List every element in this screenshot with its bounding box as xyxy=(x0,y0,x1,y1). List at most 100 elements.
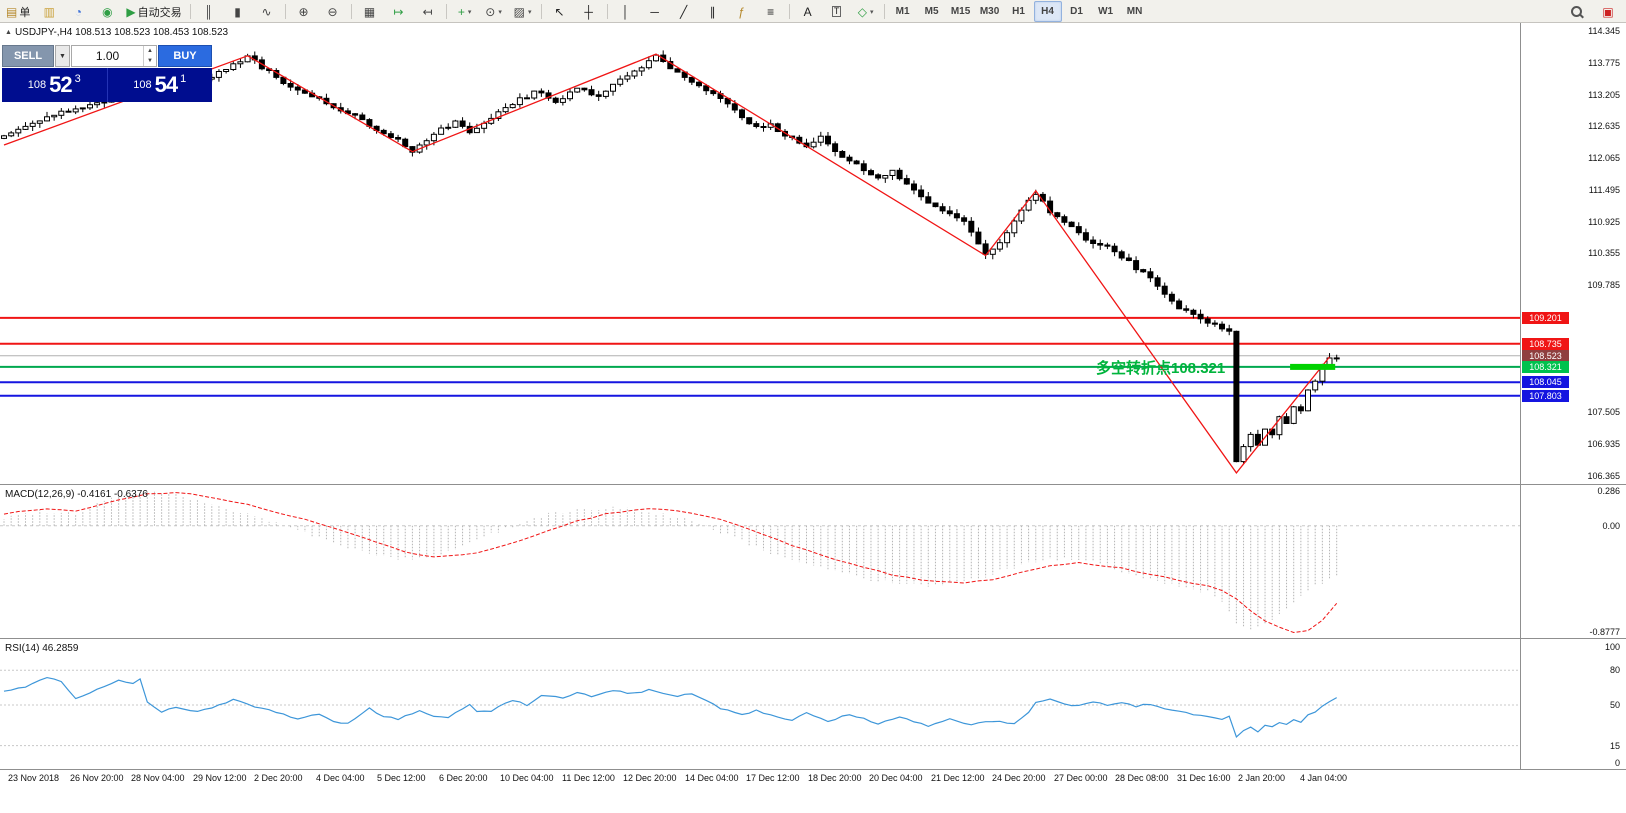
volume-dropdown-button[interactable]: ▼ xyxy=(55,45,70,67)
buy-button[interactable]: BUY xyxy=(158,45,212,67)
toolbar-separator xyxy=(606,4,608,19)
templates-icon: ▨ xyxy=(513,4,525,19)
shapes-button[interactable]: ◇ ▾ xyxy=(852,1,880,22)
fibonacci-button[interactable]: ƒ xyxy=(728,1,756,22)
fibonacci-icon: ƒ xyxy=(738,4,745,19)
toolbar-separator xyxy=(284,4,286,19)
chevron-down-icon[interactable]: ▾ xyxy=(869,8,874,16)
autotrading-button-label: 自动交易 xyxy=(137,6,182,19)
collapse-arrow-icon[interactable]: ▲ xyxy=(5,29,12,36)
andrews-pitchfork-button[interactable]: ≡ xyxy=(757,1,785,22)
time-axis-label: 12 Dec 20:00 xyxy=(623,773,677,783)
rsi-chart[interactable] xyxy=(0,639,1520,769)
toolbar-left-group: ▤ 单 ▥ ◔ ◉ ▶ 自动交易 ║ ▮ ∿ ⊕ ⊖ ▦ ↦ ↤ + ▾ ⊙ ▾ ▨ ▾ ↖ ┼ │ ─ ╱ ∥ ƒ ≡ A T ◇ ▾ M1 M5… xyxy=(2,1,1149,22)
bid-pips: 52 xyxy=(49,72,73,97)
indicators-button[interactable]: + ▾ xyxy=(451,1,479,22)
time-axis-label: 18 Dec 20:00 xyxy=(808,773,862,783)
crosshair-button[interactable]: ┼ xyxy=(575,1,603,22)
timeframe-w1-button[interactable]: W1 xyxy=(1098,6,1114,17)
volume-value[interactable]: 1.00 xyxy=(95,49,120,63)
timeframe-m15-button[interactable]: M15 xyxy=(950,6,971,17)
bar-chart-button[interactable]: ║ xyxy=(195,1,223,22)
vertical-line-icon: │ xyxy=(621,4,630,19)
price-tick-label: 112.065 xyxy=(1588,153,1620,163)
price-tick-label: 106.365 xyxy=(1587,471,1620,481)
volume-stepper[interactable]: ▲ ▼ xyxy=(143,46,156,66)
ask-price[interactable]: 108 54 1 xyxy=(108,68,213,102)
info-button[interactable]: ◉ xyxy=(93,1,121,22)
time-axis-label: 24 Dec 20:00 xyxy=(992,773,1046,783)
rsi-panel: RSI(14) 46.2859 100 80 50 15 0 xyxy=(0,638,1626,769)
horizontal-level-lines[interactable] xyxy=(0,316,1520,397)
rsi-line xyxy=(3,676,1337,738)
cursor-icon: ↖ xyxy=(554,4,565,19)
horizontal-line-button[interactable]: ─ xyxy=(641,1,669,22)
time-axis-label: 28 Dec 08:00 xyxy=(1115,773,1169,783)
info-icon: ◉ xyxy=(102,4,113,19)
candlestick-chart-button[interactable]: ▮ xyxy=(224,1,252,22)
price-chart[interactable] xyxy=(0,23,1520,484)
zoom-in-button[interactable]: ⊕ xyxy=(290,1,318,22)
volume-up-icon[interactable]: ▲ xyxy=(147,48,153,54)
new-order-button-label: 单 xyxy=(19,6,31,19)
timeframe-h4-button[interactable]: H4 xyxy=(1033,1,1062,22)
profiles-button[interactable]: ▥ xyxy=(35,1,63,22)
trendline-button[interactable]: ╱ xyxy=(670,1,698,22)
price-tick-label: 111.495 xyxy=(1588,185,1620,195)
zigzag-line[interactable] xyxy=(3,53,1331,474)
rsi-tick-label: 15 xyxy=(1609,741,1620,751)
highlighted-level-segment[interactable] xyxy=(1290,363,1336,370)
autotrading-button[interactable]: ▶ 自动交易 xyxy=(122,1,185,22)
new-window-icon[interactable]: ▣ xyxy=(1594,1,1622,22)
andrews-pitchfork-icon: ≡ xyxy=(767,4,775,19)
vertical-line-button[interactable]: │ xyxy=(612,1,640,22)
shapes-icon: ◇ xyxy=(857,4,867,19)
price-tag-108.045: 108.045 xyxy=(1522,376,1569,388)
text-label-icon: T xyxy=(831,6,842,17)
price-chart-panel: ▲ USDJPY-,H4 108.513 108.523 108.453 108… xyxy=(0,23,1626,484)
price-tag-108.321: 108.321 xyxy=(1522,361,1569,373)
macd-tick-label: 0.286 xyxy=(1597,486,1620,496)
periods-button[interactable]: ⊙ ▾ xyxy=(480,1,508,22)
new-order-button[interactable]: ▤ 单 xyxy=(2,1,34,22)
line-chart-button[interactable]: ∿ xyxy=(253,1,281,22)
cursor-button[interactable]: ↖ xyxy=(546,1,574,22)
new-window-icon-glyph: ▣ xyxy=(1602,4,1614,19)
volume-input[interactable]: 1.00 ▲ ▼ xyxy=(71,45,157,67)
templates-button[interactable]: ▨ ▾ xyxy=(509,1,537,22)
price-tick-label: 107.505 xyxy=(1587,407,1620,417)
chevron-down-icon[interactable]: ▾ xyxy=(467,8,472,16)
tile-windows-icon: ▦ xyxy=(363,4,376,19)
bid-point: 3 xyxy=(74,73,81,85)
chart-shift-button[interactable]: ↤ xyxy=(414,1,442,22)
macd-chart[interactable] xyxy=(0,485,1520,638)
price-tag-108.735: 108.735 xyxy=(1522,338,1569,350)
ask-pips: 54 xyxy=(154,72,179,97)
sell-button[interactable]: SELL xyxy=(2,45,54,67)
zoom-out-button[interactable]: ⊖ xyxy=(319,1,347,22)
timeframe-h1-button[interactable]: H1 xyxy=(1012,6,1025,17)
horizontal-line-icon: ─ xyxy=(650,4,659,19)
volume-down-icon[interactable]: ▼ xyxy=(147,58,153,64)
new-order-icon: ▤ xyxy=(6,4,18,19)
auto-scroll-button[interactable]: ↦ xyxy=(385,1,413,22)
channel-button[interactable]: ∥ xyxy=(699,1,727,22)
price-tick-label: 113.775 xyxy=(1588,58,1620,68)
timeframe-m1-button[interactable]: M1 xyxy=(895,6,910,17)
rsi-label: RSI(14) 46.2859 xyxy=(5,643,79,654)
charts-profile-button[interactable]: ◔ xyxy=(64,1,92,22)
tile-windows-button[interactable]: ▦ xyxy=(356,1,384,22)
time-axis-label: 5 Dec 12:00 xyxy=(377,773,426,783)
chevron-down-icon[interactable]: ▾ xyxy=(498,8,502,16)
search-icon[interactable] xyxy=(1562,1,1590,22)
timeframe-m30-button[interactable]: M30 xyxy=(979,6,1000,17)
turning-point-annotation[interactable]: 多空转折点108.321 xyxy=(1096,360,1226,377)
text-label-button[interactable]: T xyxy=(823,1,851,22)
timeframe-d1-button[interactable]: D1 xyxy=(1070,6,1083,17)
chevron-down-icon[interactable]: ▾ xyxy=(527,8,532,16)
timeframe-m5-button[interactable]: M5 xyxy=(924,6,939,17)
time-axis-label: 2 Dec 20:00 xyxy=(254,773,303,783)
timeframe-mn-button[interactable]: MN xyxy=(1126,6,1143,17)
bid-price[interactable]: 108 52 3 xyxy=(2,68,108,102)
text-button[interactable]: A xyxy=(794,1,822,22)
